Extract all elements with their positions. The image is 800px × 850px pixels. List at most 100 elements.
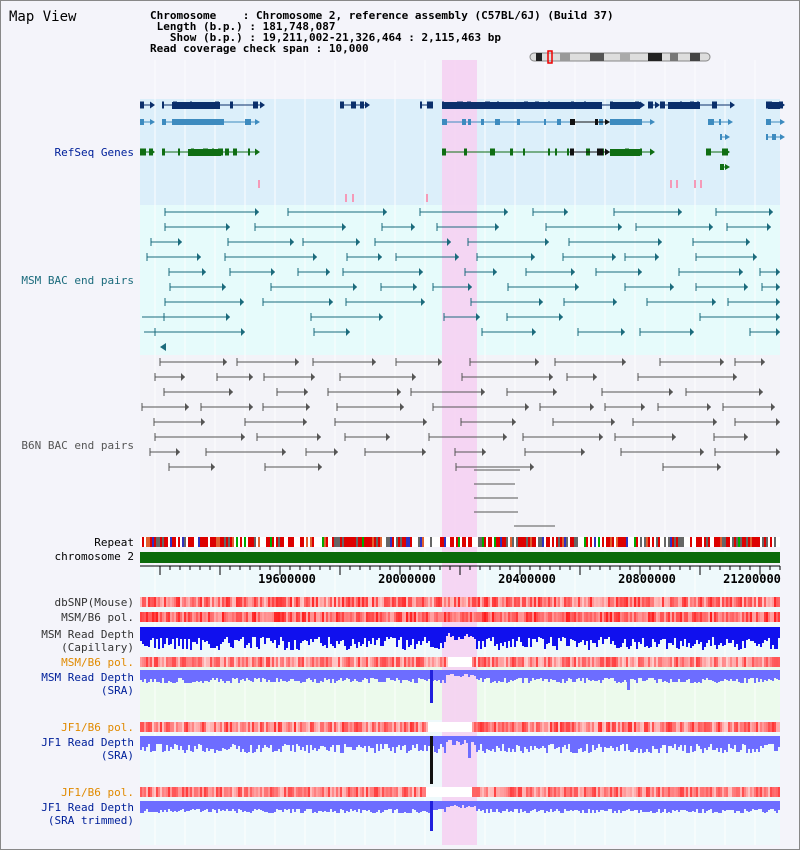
jf1-trim-depth-bar <box>480 801 482 811</box>
repeat-element <box>284 537 286 547</box>
msm-sra-pol-cell <box>766 657 768 667</box>
msm-pol-cell <box>484 612 486 622</box>
jf1-pol-cell <box>772 722 774 732</box>
msm-cap-depth-bar <box>394 627 396 638</box>
show-value: 19,211,002-21,326,464 : 2,115,463 bp <box>262 31 502 44</box>
repeat-element <box>768 537 770 547</box>
gene-row-4-exon <box>140 148 146 156</box>
msm-sra-depth-bar <box>710 670 712 680</box>
jf1-trim-depth-bar <box>664 801 666 809</box>
track-label-jf1-b6-pol[interactable]: JF1/B6 pol. <box>61 721 134 734</box>
jf1-trim-pol-cell <box>744 787 746 797</box>
jf1-trim-pol-cell <box>766 787 768 797</box>
jf1-sra-depth-bar <box>406 736 408 753</box>
jf1-pol-cell <box>516 722 518 732</box>
msm-sra-depth-bar <box>226 670 228 681</box>
msm-sra-pol-cell <box>146 657 148 667</box>
msm-pol-cell <box>338 612 340 622</box>
msm-sra-depth-bar <box>156 670 158 682</box>
track-label-b6n-bac[interactable]: B6N BAC end pairs <box>21 439 134 452</box>
repeat-element <box>304 537 306 547</box>
jf1-sra-depth-bar <box>740 736 742 750</box>
track-label-msm-b6-pol-sra[interactable]: MSM/B6 pol. <box>61 656 134 669</box>
msm-pol-cell <box>214 612 216 622</box>
msm-cap-depth-bar <box>258 627 260 649</box>
msm-cap-depth-bar <box>524 627 526 647</box>
msm-sra-pol-cell <box>364 657 366 667</box>
msm-pol-cell <box>340 612 342 622</box>
track-label-msm-b6-pol[interactable]: MSM/B6 pol. <box>61 611 134 624</box>
repeat-element <box>726 537 728 547</box>
msm-cap-depth-bar <box>398 627 400 640</box>
msm-pol-cell <box>744 612 746 622</box>
jf1-trim-depth-bar <box>218 801 220 809</box>
msm-pol-cell <box>450 612 452 622</box>
track-label-msm-bac[interactable]: MSM BAC end pairs <box>21 274 134 287</box>
msm-bac-end <box>612 253 616 261</box>
msm-sra-depth-bar <box>280 670 282 679</box>
track-label-chromosome[interactable]: chromosome 2 <box>54 550 134 563</box>
jf1-sra-depth-bar <box>164 736 166 751</box>
msm-cap-depth-bar <box>500 627 502 643</box>
msm-pol-cell <box>460 612 462 622</box>
dbsnp-cell <box>760 597 762 607</box>
msm-sra-pol-cell <box>176 657 178 667</box>
msm-sra-pol-cell <box>748 657 750 667</box>
msm-pol-cell <box>290 612 292 622</box>
jf1-sra-depth-bar <box>466 736 468 743</box>
msm-sra-pol-cell <box>714 657 716 667</box>
jf1-trim-depth-bar <box>586 801 588 813</box>
track-label-jf1-read-depth-sra[interactable]: JF1 Read Depth (SRA) <box>41 736 134 762</box>
jf1-trim-pol-cell <box>638 787 640 797</box>
msm-cap-depth-bar <box>464 627 466 636</box>
msm-sra-pol-cell <box>230 657 232 667</box>
msm-sra-pol-cell <box>234 657 236 667</box>
jf1-sra-depth-bar <box>700 736 702 749</box>
track-label-msm-read-depth-capillary[interactable]: MSM Read Depth (Capillary) <box>41 628 134 654</box>
dbsnp-cell <box>710 597 712 607</box>
track-label-msm-read-depth-sra[interactable]: MSM Read Depth (SRA) <box>41 671 134 697</box>
jf1-pol-cell <box>498 722 500 732</box>
jf1-pol-cell <box>608 722 610 732</box>
jf1-pol-cell <box>418 722 420 732</box>
jf1-sra-depth-bar <box>620 736 622 745</box>
track-label-jf1-b6-pol-2[interactable]: JF1/B6 pol. <box>61 786 134 799</box>
jf1-sra-depth-bar <box>190 736 192 751</box>
jf1-trim-pol-cell <box>552 787 554 797</box>
jf1-trim-depth-bar <box>226 801 228 809</box>
msm-pol-cell <box>646 612 648 622</box>
repeat-element <box>352 537 354 547</box>
jf1-trim-depth-bar <box>200 801 202 812</box>
jf1-trim-pol-cell <box>450 787 452 797</box>
jf1-trim-pol-cell <box>486 787 488 797</box>
jf1-trim-pol-cell <box>368 787 370 797</box>
msm-bac-end <box>197 253 201 261</box>
track-label-refseq[interactable]: RefSeq Genes <box>54 146 134 159</box>
track-label-jf1-read-depth-trimmed[interactable]: JF1 Read Depth (SRA trimmed) <box>41 801 134 827</box>
repeat-element <box>750 537 752 547</box>
jf1-pol-cell <box>322 722 324 732</box>
jf1-pol-cell <box>580 722 582 732</box>
jf1-pol-cell <box>638 722 640 732</box>
jf1-trim-depth-bar <box>434 801 436 810</box>
repeat-element <box>714 537 716 547</box>
repeat-element <box>260 537 262 547</box>
jf1-pol-cell <box>704 722 706 732</box>
msm-pol-cell <box>614 612 616 622</box>
track-label-repeat[interactable]: Repeat <box>94 536 134 549</box>
b6n-bac-end <box>386 433 390 441</box>
jf1-trim-pol-cell <box>478 787 480 797</box>
jf1-pol-cell <box>404 722 406 732</box>
msm-cap-depth-bar <box>428 627 430 641</box>
msm-cap-depth-bar <box>488 627 490 638</box>
track-label-dbsnp[interactable]: dbSNP(Mouse) <box>54 596 134 609</box>
ideogram-band <box>560 53 570 61</box>
jf1-pol-cell <box>694 722 696 732</box>
repeat-element <box>578 537 580 547</box>
jf1-pol-cell <box>214 722 216 732</box>
msm-pol-cell <box>464 612 466 622</box>
jf1-sra-depth-bar <box>774 736 776 751</box>
jf1-trim-pol-cell <box>224 787 226 797</box>
jf1-pol-cell <box>526 722 528 732</box>
